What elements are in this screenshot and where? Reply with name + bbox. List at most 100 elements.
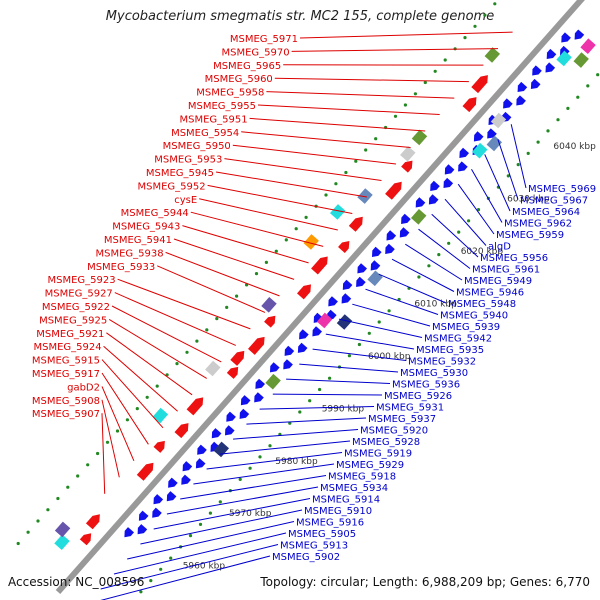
leader-line	[199, 198, 338, 231]
gene-shape	[348, 216, 363, 232]
gene-shape	[284, 345, 295, 356]
reverse-gene-arrow	[239, 408, 250, 419]
gene-shape	[458, 161, 468, 172]
gene-label-right: MSMEG_5969	[528, 184, 596, 195]
feature-box	[573, 52, 589, 68]
leader-line	[173, 238, 295, 280]
tick-dot	[403, 103, 407, 107]
gene-label-left: MSMEG_5917	[32, 369, 100, 380]
gene-label-right: MSMEG_5959	[496, 230, 564, 241]
leader-line	[215, 171, 367, 198]
gene-label-left: MSMEG_5954	[171, 128, 239, 139]
forward-gene-arrow	[79, 533, 92, 546]
gene-shape	[226, 366, 239, 379]
ruler-label: 6000 kbp	[368, 352, 411, 362]
reverse-gene-arrow	[428, 194, 439, 205]
gene-label-left: MSMEG_5923	[47, 275, 115, 286]
forward-gene-arrow	[136, 462, 154, 481]
leader-line	[113, 532, 287, 575]
ruler-label: 6030 kbp	[507, 194, 550, 204]
gene-shape	[561, 32, 571, 43]
tick-dot	[149, 579, 153, 583]
tick-dot	[298, 410, 302, 414]
tick-dot	[225, 305, 229, 309]
gene-label-right: MSMEG_5918	[328, 472, 396, 483]
reverse-gene-arrow	[312, 326, 323, 337]
tick-dot	[294, 227, 298, 231]
leader-line	[259, 406, 375, 410]
leader-line	[233, 429, 359, 440]
reverse-gene-arrow	[503, 98, 513, 109]
gene-shape	[186, 397, 204, 416]
forward-gene-arrow	[311, 256, 328, 275]
reverse-gene-arrow	[385, 243, 395, 254]
ruler-label: 6010 kbp	[414, 299, 457, 309]
leader-line	[391, 258, 455, 292]
reverse-gene-arrow	[561, 32, 571, 43]
gene-shape	[443, 177, 454, 189]
gene-shape	[415, 197, 426, 208]
gene-shape	[224, 425, 235, 436]
reverse-gene-arrow	[546, 48, 557, 60]
genome-backbone	[55, 0, 585, 594]
gene-shape	[503, 98, 513, 109]
tick-dot	[16, 541, 20, 546]
reverse-gene-arrow	[269, 362, 280, 373]
leader-line	[101, 386, 135, 461]
gene-label-left: MSMEG_5951	[179, 114, 247, 125]
tick-dot	[145, 395, 149, 399]
tick-dot	[374, 137, 378, 141]
forward-gene-arrow	[348, 216, 363, 232]
reverse-gene-arrow	[545, 62, 556, 73]
feature-shape	[472, 142, 488, 159]
tick-dot	[586, 84, 590, 88]
tick-dot	[254, 272, 259, 276]
gene-shape	[137, 524, 148, 535]
gene-shape	[546, 48, 557, 60]
gene-shape	[264, 315, 276, 328]
leader-line	[190, 211, 324, 247]
gene-shape	[248, 336, 265, 355]
gene-label-right: MSMEG_5948	[448, 299, 516, 310]
reverse-gene-arrow	[430, 180, 440, 191]
topology-text: Topology: circular; Length: 6,988,209 bp…	[260, 575, 590, 589]
leader-line	[325, 333, 415, 350]
leader-line	[510, 124, 527, 189]
reverse-gene-arrow	[153, 494, 164, 505]
leader-line	[108, 318, 207, 379]
reverse-gene-arrow	[357, 263, 368, 274]
gene-label-right: MSMEG_5920	[360, 426, 428, 437]
feature-shape	[580, 38, 596, 55]
gene-shape	[166, 491, 177, 502]
reverse-gene-arrow	[574, 29, 585, 40]
reverse-gene-arrow	[516, 95, 526, 106]
gene-shape	[444, 164, 455, 175]
reverse-gene-arrow	[254, 392, 264, 403]
gene-label-left: MSMEG_5958	[196, 88, 264, 99]
gene-shape	[297, 342, 308, 353]
gene-label-right: MSMEG_5930	[400, 368, 468, 379]
gene-label-right: MSMEG_5967	[520, 196, 588, 207]
tick-dot	[139, 590, 143, 594]
leader-line	[299, 31, 513, 39]
feature-box	[484, 47, 501, 63]
gene-shape	[239, 408, 250, 419]
tick-dot	[427, 264, 431, 268]
leader-line	[471, 169, 503, 223]
tick-dot	[258, 455, 262, 459]
gene-shape	[168, 477, 178, 488]
forward-gene-arrow	[248, 336, 265, 355]
gene-label-left: MSMEG_5971	[230, 34, 298, 45]
tick-dot	[364, 148, 368, 152]
gene-label-right: MSMEG_5902	[272, 552, 340, 563]
gene-label-left: MSMEG_5907	[32, 409, 100, 420]
tick-dot	[46, 508, 50, 512]
feature-shape	[265, 373, 281, 390]
tick-dot	[516, 163, 520, 167]
reverse-gene-arrow	[226, 411, 236, 422]
gene-label-left: gabD2	[67, 382, 100, 393]
feature-shape	[400, 145, 416, 162]
leader-line	[444, 198, 487, 246]
